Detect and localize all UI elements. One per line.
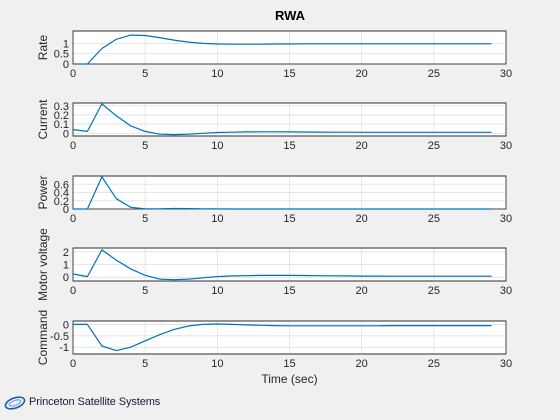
x-tick-label: 15 [283, 68, 295, 80]
x-axis-label: Time (sec) [261, 372, 317, 386]
x-tick-label: 5 [142, 358, 148, 370]
y-tick-label: 0 [63, 59, 69, 71]
x-tick-label: 0 [70, 213, 76, 225]
y-axis-label: Command [36, 310, 50, 365]
y-axis-label: Motor voltage [36, 228, 50, 301]
x-tick-label: 15 [283, 358, 295, 370]
x-tick-label: 20 [356, 213, 368, 225]
x-tick-label: 10 [211, 68, 223, 80]
y-axis-label: Power [36, 175, 50, 209]
y-tick-label: 0.3 [54, 101, 69, 113]
series-line [72, 103, 492, 136]
x-tick-label: 15 [283, 140, 295, 152]
series-line [73, 34, 492, 65]
x-tick-label: 15 [283, 213, 295, 225]
x-tick-label: 20 [356, 68, 368, 80]
x-tick-label: 10 [211, 285, 223, 297]
figure-title: RWA [275, 8, 306, 23]
x-tick-label: 10 [211, 213, 223, 225]
x-tick-label: 30 [500, 68, 512, 80]
y-tick-label: 0.4 [54, 188, 69, 200]
orbit-logo-icon [4, 396, 26, 410]
y-tick-label: 0 [63, 128, 69, 140]
axes-frame [72, 30, 507, 65]
x-tick-label: 0 [70, 140, 76, 152]
x-tick-label: 10 [211, 140, 223, 152]
y-tick-label: 0.1 [54, 119, 69, 131]
y-tick-label: 1 [63, 38, 69, 50]
x-tick-label: 25 [428, 213, 440, 225]
x-tick-label: 20 [356, 140, 368, 152]
x-tick-label: 5 [142, 285, 148, 297]
x-tick-label: 0 [70, 285, 76, 297]
x-tick-label: 15 [283, 285, 295, 297]
x-tick-label: 30 [500, 140, 512, 152]
subplot-1: 0 5 10 15 20 25 30 00.51 Rate [36, 30, 512, 80]
series-line [73, 323, 492, 352]
x-tick-label: 5 [142, 213, 148, 225]
x-tick-label: 10 [211, 358, 223, 370]
axes-frame [72, 102, 507, 137]
x-tick-label: 20 [356, 285, 368, 297]
x-tick-label: 5 [142, 68, 148, 80]
y-axis-label: Current [36, 99, 50, 140]
y-tick-label: -1 [59, 342, 69, 354]
x-tick-label: 30 [500, 213, 512, 225]
x-tick-label: 0 [70, 358, 76, 370]
y-axis-label: Rate [36, 35, 50, 61]
x-tick-label: 30 [500, 358, 512, 370]
x-tick-label: 20 [356, 358, 368, 370]
y-tick-label: 0 [63, 272, 69, 284]
x-tick-label: 25 [428, 140, 440, 152]
x-tick-label: 25 [428, 358, 440, 370]
y-tick-label: 0 [63, 204, 69, 216]
y-tick-label: 0 [63, 319, 69, 331]
y-tick-label: -0.5 [50, 331, 69, 343]
x-tick-label: 5 [142, 140, 148, 152]
x-tick-label: 25 [428, 285, 440, 297]
y-tick-label: 0.5 [54, 49, 69, 61]
company-logo: Princeton Satellite Systems [4, 391, 160, 413]
series-line [72, 249, 492, 281]
y-tick-label: 1 [63, 260, 69, 272]
x-tick-label: 30 [500, 285, 512, 297]
subplot-2: 0 5 10 15 20 25 30 00.10.20.3 Current [36, 99, 512, 152]
logo-text: Princeton Satellite Systems [29, 396, 161, 408]
series-line [73, 176, 492, 210]
subplot-3: 0 5 10 15 20 25 30 00.20.40.6 Power [36, 175, 512, 225]
axes-frame [72, 320, 507, 355]
x-tick-label: 25 [428, 68, 440, 80]
y-tick-label: 0.6 [54, 179, 69, 191]
x-tick-label: 0 [70, 68, 76, 80]
y-tick-label: 0.2 [54, 110, 69, 122]
y-tick-label: 2 [63, 247, 69, 259]
axes-frame [72, 247, 507, 282]
y-tick-label: 0.2 [54, 196, 69, 208]
